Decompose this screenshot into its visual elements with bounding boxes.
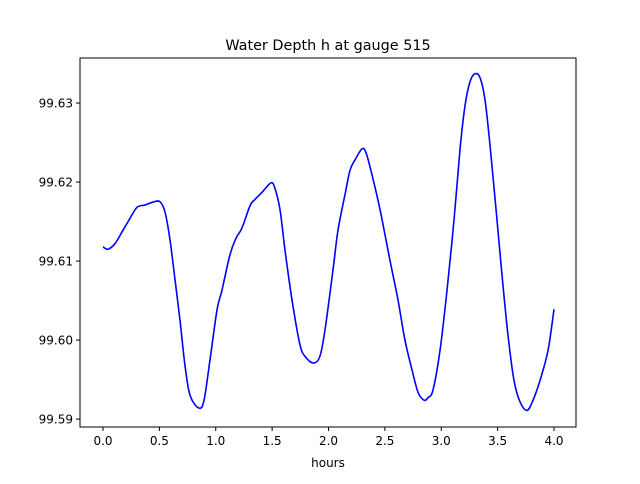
y-tick-label: 99.60: [39, 334, 73, 348]
x-tick-label: 1.0: [206, 434, 225, 448]
y-axis: 99.59 99.60 99.61 99.62 99.63: [39, 97, 80, 427]
x-tick-label: 3.5: [488, 434, 507, 448]
x-tick-label: 3.0: [432, 434, 451, 448]
y-tick-label: 99.61: [39, 255, 73, 269]
chart-title: Water Depth h at gauge 515: [225, 38, 430, 54]
x-tick-label: 4.0: [544, 434, 563, 448]
x-tick-label: 2.5: [375, 434, 394, 448]
y-tick-label: 99.63: [39, 97, 73, 111]
x-axis: 0.0 0.5 1.0 1.5 2.0 2.5 3.0 3.5 4.0: [93, 427, 564, 448]
y-tick-label: 99.59: [39, 413, 73, 427]
x-tick-label: 0.5: [150, 434, 169, 448]
x-tick-label: 1.5: [263, 434, 282, 448]
x-tick-label: 0.0: [93, 434, 112, 448]
x-tick-label: 2.0: [319, 434, 338, 448]
x-axis-label: hours: [311, 456, 345, 470]
plot-area: [102, 72, 555, 412]
y-tick-label: 99.62: [39, 176, 73, 190]
series-line-h: [102, 72, 555, 412]
axes-frame: [79, 57, 577, 428]
